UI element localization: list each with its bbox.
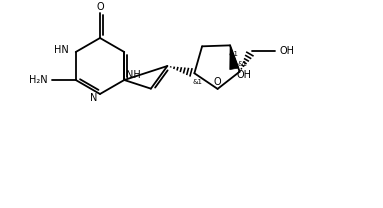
Text: NH: NH	[126, 70, 141, 80]
Text: OH: OH	[279, 46, 295, 56]
Polygon shape	[230, 45, 239, 69]
Text: OH: OH	[236, 70, 251, 80]
Text: N: N	[90, 93, 97, 103]
Text: &1: &1	[192, 79, 202, 85]
Text: &1: &1	[238, 61, 248, 67]
Text: &1: &1	[228, 51, 238, 57]
Text: O: O	[96, 2, 104, 12]
Text: H₂N: H₂N	[29, 75, 48, 85]
Text: HN: HN	[54, 45, 69, 55]
Text: O: O	[214, 77, 221, 87]
